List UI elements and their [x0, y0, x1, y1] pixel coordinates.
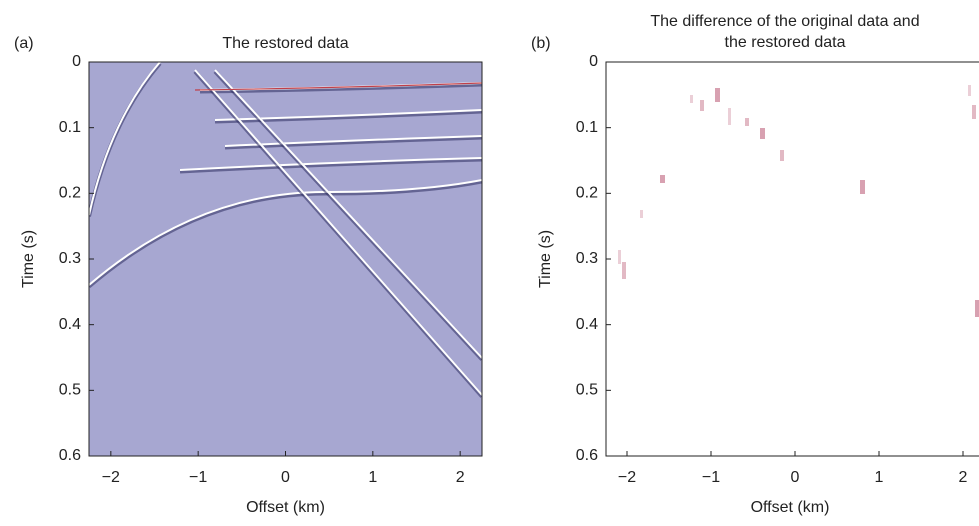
chart-title: The difference of the original data and	[650, 13, 919, 30]
x-tick-label: −1	[189, 469, 207, 486]
panel-label: (b)	[531, 35, 551, 52]
y-tick-label: 0	[72, 53, 81, 70]
y-tick-label: 0.2	[59, 185, 81, 202]
seismic-event	[213, 70, 482, 361]
y-tick-label: 0.3	[576, 250, 598, 267]
seismic-event	[179, 157, 482, 171]
y-tick-label: 0.3	[59, 250, 81, 267]
chart-title: the restored data	[725, 34, 846, 51]
x-tick-label: 1	[875, 469, 884, 486]
seismic-event	[214, 109, 482, 121]
y-tick-label: 0.2	[576, 185, 598, 202]
image-panel	[606, 62, 979, 456]
x-tick-label: 2	[456, 469, 465, 486]
seismic-event	[214, 69, 482, 359]
x-tick-label: 0	[281, 469, 290, 486]
seismic-event	[89, 179, 482, 289]
residual-speck	[972, 105, 976, 119]
residual-speck	[660, 175, 665, 183]
image-background	[89, 62, 482, 456]
x-tick-label: −2	[102, 469, 120, 486]
y-axis-label: Time (s)	[20, 230, 37, 288]
residual-speck	[975, 300, 979, 317]
y-tick-label: 0.5	[576, 382, 598, 399]
x-axis-label: Offset (km)	[246, 499, 325, 516]
x-tick-label: 2	[959, 469, 968, 486]
image-background	[606, 62, 979, 456]
residual-speck	[690, 95, 693, 103]
y-axis-label: Time (s)	[537, 230, 554, 288]
residual-speck	[700, 100, 704, 111]
seismic-event	[194, 82, 482, 91]
y-tick-label: 0.4	[576, 316, 598, 333]
x-axis-label: Offset (km)	[751, 499, 830, 516]
y-tick-label: 0.6	[576, 447, 598, 464]
residual-speck	[715, 88, 720, 102]
x-tick-label: 1	[368, 469, 377, 486]
seismic-event	[214, 109, 482, 124]
y-tick-label: 0.1	[576, 119, 598, 136]
y-tick-label: 0	[589, 53, 598, 70]
residual-speck	[780, 150, 784, 161]
seismic-event	[89, 179, 482, 286]
residual-speck	[728, 108, 731, 125]
chart-title: The restored data	[222, 35, 348, 52]
panel-label: (a)	[14, 35, 34, 52]
seismic-event	[179, 157, 482, 174]
image-panel	[89, 62, 482, 456]
y-tick-label: 0.4	[59, 316, 81, 333]
residual-speck	[860, 180, 865, 194]
y-tick-label: 0.5	[59, 382, 81, 399]
y-tick-label: 0.6	[59, 447, 81, 464]
x-tick-label: −2	[618, 469, 636, 486]
seismic-event	[194, 69, 482, 396]
residual-speck	[618, 250, 621, 264]
x-tick-label: 0	[791, 469, 800, 486]
seismic-event	[89, 62, 161, 216]
residual-speck	[968, 85, 971, 96]
x-tick-label: −1	[702, 469, 720, 486]
y-tick-label: 0.1	[59, 119, 81, 136]
residual-speck	[622, 262, 626, 279]
residual-speck	[760, 128, 765, 139]
residual-speck	[640, 210, 643, 218]
residual-speck	[745, 118, 749, 126]
